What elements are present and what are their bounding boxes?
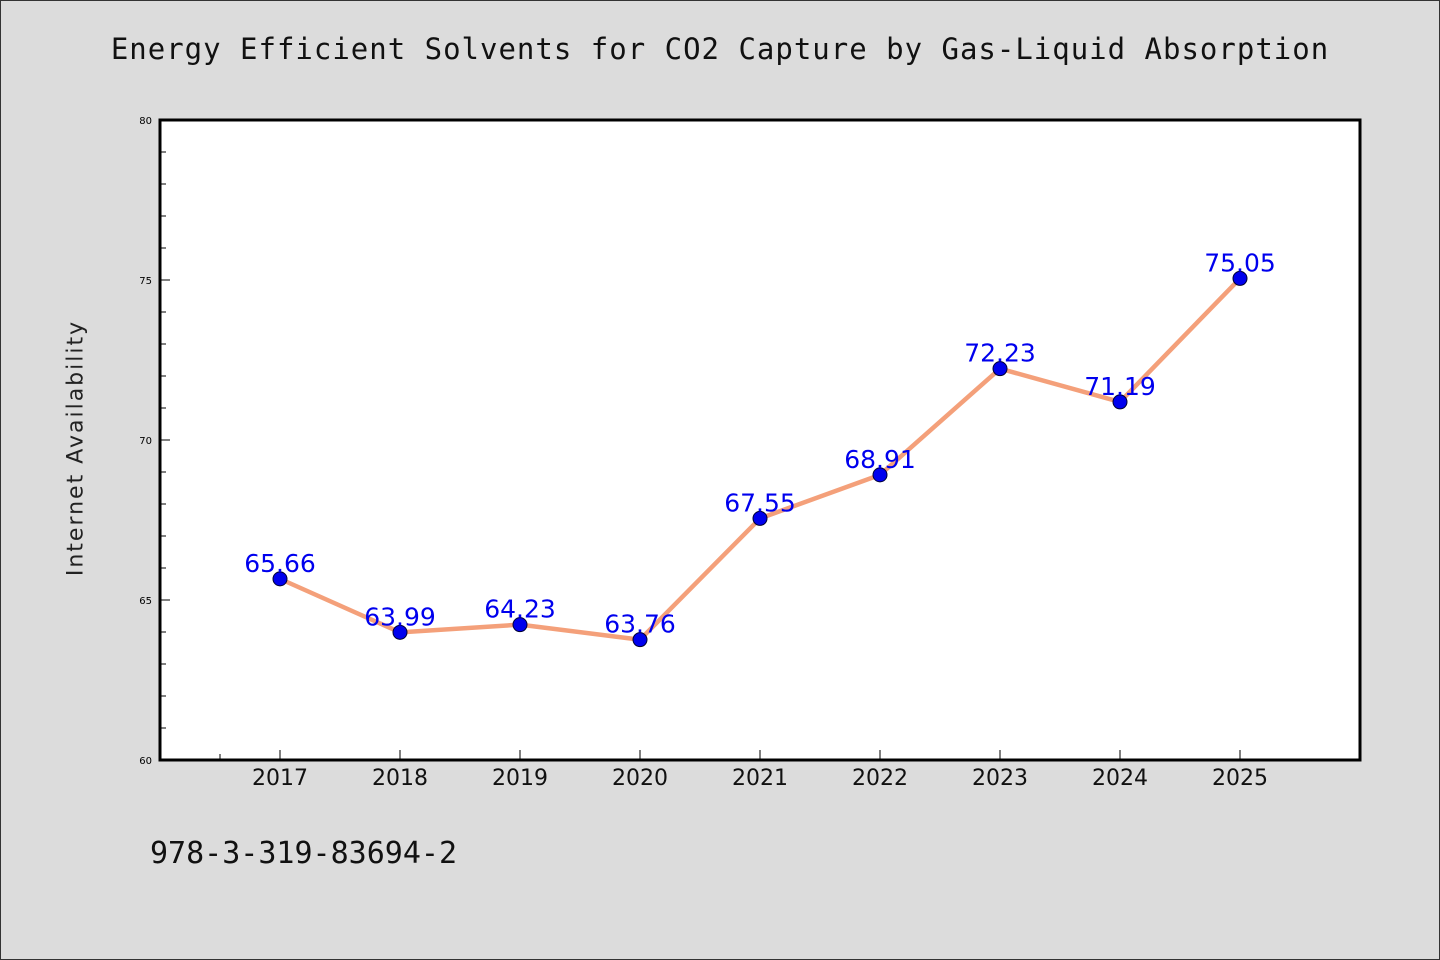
- x-tick-label: 2023: [972, 766, 1028, 791]
- data-label: 71.19: [1084, 372, 1156, 401]
- data-label: 63.99: [364, 602, 436, 631]
- x-tick-label: 2025: [1212, 766, 1268, 791]
- data-point: [752, 510, 768, 526]
- data-label: 63.76: [604, 610, 676, 639]
- data-label: 75.05: [1204, 248, 1276, 277]
- y-tick-label: 80: [139, 116, 152, 127]
- data-point: [392, 624, 408, 640]
- series-group: 65.66 63.99 64.23 63.76 67.55 68.91 72.23 71.19…: [244, 248, 1276, 648]
- data-point: [872, 467, 888, 483]
- chart-title: Energy Efficient Solvents for CO2 Captur…: [110, 32, 1330, 66]
- data-label: 67.55: [724, 488, 796, 517]
- y-tick-label: 70: [139, 436, 152, 447]
- x-axis: 2017 2018 2019 2020 2021 2022 2023 2024 2025: [219, 750, 1268, 791]
- data-label: 64.23: [484, 595, 556, 624]
- data-label: 68.91: [844, 445, 916, 474]
- data-point: [1232, 270, 1248, 286]
- x-tick-label: 2018: [372, 766, 428, 791]
- y-axis: 60 65 70 75 80: [139, 116, 170, 767]
- x-tick-label: 2022: [852, 766, 908, 791]
- data-label: 65.66: [244, 549, 316, 578]
- data-point: [1112, 394, 1128, 410]
- x-tick-label: 2017: [252, 766, 308, 791]
- data-label: 72.23: [964, 339, 1036, 368]
- data-point: [992, 361, 1008, 377]
- x-tick-label: 2021: [732, 766, 788, 791]
- x-tick-label: 2019: [492, 766, 548, 791]
- x-tick-label: 2020: [612, 766, 668, 791]
- data-point: [632, 632, 648, 648]
- y-tick-label: 60: [139, 756, 152, 767]
- data-point: [512, 617, 528, 633]
- x-tick-label: 2024: [1092, 766, 1148, 791]
- y-tick-label: 75: [139, 276, 152, 287]
- plot-area: [158, 118, 1362, 762]
- isbn-text: 978-3-319-83694-2: [150, 836, 458, 871]
- y-tick-label: 65: [139, 596, 152, 607]
- data-point: [272, 571, 288, 587]
